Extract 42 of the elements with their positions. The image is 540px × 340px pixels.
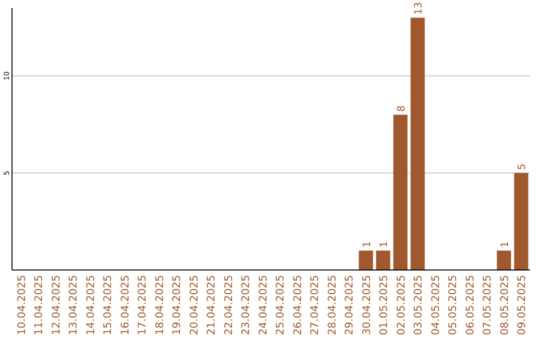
x-tick-label: 28.04.2025: [326, 275, 338, 336]
x-tick-label: 10.04.2025: [16, 275, 28, 336]
x-tick-label: 22.04.2025: [222, 275, 235, 336]
x-tick-label: 02.05.2025: [395, 275, 408, 336]
x-tick-label: 12.04.2025: [50, 275, 62, 336]
data-label: 1: [379, 241, 390, 248]
x-tick-label: 11.04.2025: [33, 275, 46, 336]
x-tick-label: 06.05.2025: [464, 275, 476, 336]
data-label: 13: [414, 2, 425, 15]
bar: [514, 172, 528, 270]
data-label: 1: [500, 241, 511, 248]
x-tick-label: 26.04.2025: [292, 275, 304, 336]
bar: [393, 114, 408, 270]
x-tick-label: 08.05.2025: [498, 275, 511, 336]
x-tick-label: 17.04.2025: [136, 275, 149, 336]
x-tick-label: 01.05.2025: [378, 275, 390, 336]
x-tick-label: 13.04.2025: [68, 275, 80, 336]
bar: [358, 250, 373, 270]
x-tick-label: 05.05.2025: [447, 275, 460, 336]
x-tick-label: 15.04.2025: [102, 275, 114, 336]
x-tick-label: 21.04.2025: [206, 275, 218, 336]
data-label: 1: [362, 241, 373, 248]
x-tick-label: 30.04.2025: [360, 275, 373, 336]
x-tick-label: 27.04.2025: [309, 275, 322, 336]
data-label: 5: [517, 164, 528, 170]
x-tick-label: 16.04.2025: [119, 275, 132, 336]
x-tick-label: 29.04.2025: [344, 275, 356, 336]
bar: [376, 250, 390, 270]
x-tick-label: 25.04.2025: [274, 275, 287, 336]
x-tick-label: 24.04.2025: [257, 275, 270, 336]
x-tick-label: 09.05.2025: [516, 275, 528, 336]
x-tick-label: 07.05.2025: [482, 275, 494, 336]
x-tick-label: 03.05.2025: [412, 275, 425, 336]
data-label: 8: [396, 105, 408, 112]
x-tick-label: 20.04.2025: [188, 275, 200, 336]
bar: [410, 18, 425, 270]
x-tick-label: 14.04.2025: [84, 275, 97, 336]
x-tick-label: 04.05.2025: [430, 275, 442, 336]
bar: [496, 250, 512, 270]
x-tick-label: 18.04.2025: [154, 275, 166, 336]
x-tick-label: 23.04.2025: [240, 275, 252, 336]
x-tick-label: 19.04.2025: [171, 275, 184, 336]
